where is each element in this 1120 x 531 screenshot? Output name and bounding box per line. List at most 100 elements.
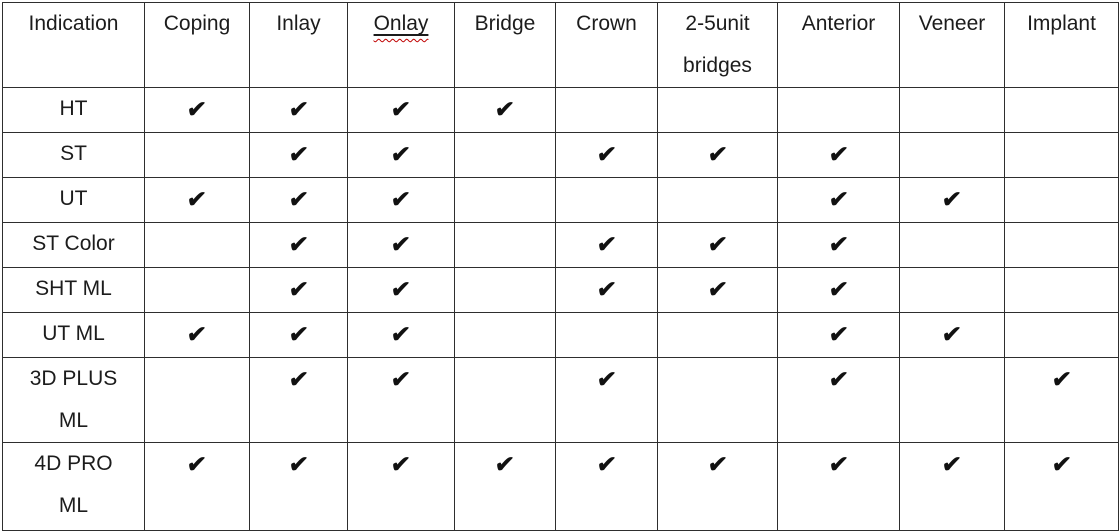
check-cell: ✔ xyxy=(777,442,900,531)
check-icon: ✔ xyxy=(940,186,964,212)
check-icon: ✔ xyxy=(389,96,413,122)
check-icon: ✔ xyxy=(389,366,413,392)
check-icon: ✔ xyxy=(185,321,209,347)
table-row-ut: UT ✔ ✔ ✔ ✔ ✔ xyxy=(2,177,1119,223)
check-cell: ✔ xyxy=(249,87,348,133)
check-icon: ✔ xyxy=(827,186,850,212)
empty-cell xyxy=(454,267,556,313)
check-cell: ✔ xyxy=(144,87,250,133)
check-icon: ✔ xyxy=(287,451,310,477)
column-header-label: Coping xyxy=(163,12,231,35)
empty-cell xyxy=(1004,312,1119,358)
check-cell: ✔ xyxy=(249,222,348,268)
check-cell: ✔ xyxy=(555,357,658,443)
check-cell: ✔ xyxy=(347,87,455,133)
empty-cell xyxy=(899,132,1005,178)
check-icon: ✔ xyxy=(940,321,964,347)
check-icon: ✔ xyxy=(595,141,618,167)
check-cell: ✔ xyxy=(657,132,778,178)
column-header-label: Veneer xyxy=(918,12,986,35)
check-icon: ✔ xyxy=(185,451,209,477)
empty-cell xyxy=(144,357,250,443)
empty-cell xyxy=(454,132,556,178)
check-icon: ✔ xyxy=(185,96,209,122)
empty-cell xyxy=(657,312,778,358)
check-icon: ✔ xyxy=(389,276,413,302)
empty-cell xyxy=(899,357,1005,443)
check-icon: ✔ xyxy=(706,231,729,257)
check-cell: ✔ xyxy=(555,442,658,531)
check-cell: ✔ xyxy=(347,312,455,358)
check-icon: ✔ xyxy=(287,186,310,212)
empty-cell xyxy=(777,87,900,133)
misspelled-word-underline: Onlay xyxy=(374,12,429,35)
column-header-indication: Indication xyxy=(2,2,145,88)
check-icon: ✔ xyxy=(287,96,310,122)
check-icon: ✔ xyxy=(389,231,413,257)
table-row-3d-plus-ml: 3D PLUS ML ✔ ✔ ✔ ✔ ✔ xyxy=(2,357,1119,443)
empty-cell xyxy=(1004,87,1119,133)
indication-cell: 4D PRO ML xyxy=(2,442,145,531)
table-row-ut-ml: UT ML ✔ ✔ ✔ ✔ ✔ xyxy=(2,312,1119,358)
empty-cell xyxy=(899,267,1005,313)
check-cell: ✔ xyxy=(249,357,348,443)
check-cell: ✔ xyxy=(777,132,900,178)
check-icon: ✔ xyxy=(595,451,618,477)
column-header-coping: Coping xyxy=(144,2,250,88)
check-cell: ✔ xyxy=(899,442,1005,531)
check-cell: ✔ xyxy=(347,267,455,313)
empty-cell xyxy=(454,177,556,223)
indication-cell: HT xyxy=(2,87,145,133)
check-icon: ✔ xyxy=(595,276,618,302)
check-icon: ✔ xyxy=(706,141,729,167)
column-header-inlay: Inlay xyxy=(249,2,348,88)
empty-cell xyxy=(555,177,658,223)
check-icon: ✔ xyxy=(287,276,310,302)
check-cell: ✔ xyxy=(1004,442,1119,531)
column-header-label: Anterior xyxy=(801,12,876,35)
empty-cell xyxy=(899,87,1005,133)
empty-cell xyxy=(1004,132,1119,178)
check-cell: ✔ xyxy=(555,267,658,313)
check-cell: ✔ xyxy=(777,267,900,313)
check-icon: ✔ xyxy=(493,451,517,477)
check-cell: ✔ xyxy=(777,312,900,358)
check-cell: ✔ xyxy=(657,267,778,313)
column-header-label: Onlay xyxy=(373,12,429,35)
check-icon: ✔ xyxy=(287,231,310,257)
empty-cell xyxy=(454,357,556,443)
empty-cell xyxy=(454,312,556,358)
check-icon: ✔ xyxy=(827,276,850,302)
indication-cell: 3D PLUS ML xyxy=(2,357,145,443)
check-icon: ✔ xyxy=(827,321,850,347)
check-cell: ✔ xyxy=(347,132,455,178)
table-row-ht: HT ✔ ✔ ✔ ✔ xyxy=(2,87,1119,133)
check-cell: ✔ xyxy=(249,132,348,178)
empty-cell xyxy=(657,357,778,443)
table-body: HT ✔ ✔ ✔ ✔ ST ✔ ✔ ✔ ✔ ✔ UT ✔ ✔ ✔ ✔ ✔ ST Color ✔ ✔ ✔ ✔ ✔ SHT ML ✔… xyxy=(2,87,1119,531)
check-cell: ✔ xyxy=(899,312,1005,358)
empty-cell xyxy=(1004,267,1119,313)
check-icon: ✔ xyxy=(827,141,850,167)
check-cell: ✔ xyxy=(249,267,348,313)
check-icon: ✔ xyxy=(493,96,517,122)
header-row: Indication Coping Inlay Onlay Bridge Crown 2-5… xyxy=(2,2,1119,88)
check-icon: ✔ xyxy=(827,451,850,477)
check-cell: ✔ xyxy=(555,132,658,178)
check-cell: ✔ xyxy=(347,442,455,531)
check-cell: ✔ xyxy=(657,222,778,268)
column-header-implant: Implant xyxy=(1004,2,1119,88)
check-icon: ✔ xyxy=(389,451,413,477)
check-cell: ✔ xyxy=(347,357,455,443)
table-row-4d-pro-ml: 4D PRO ML ✔ ✔ ✔ ✔ ✔ ✔ ✔ ✔ ✔ xyxy=(2,442,1119,531)
empty-cell xyxy=(1004,222,1119,268)
check-icon: ✔ xyxy=(827,231,850,257)
empty-cell xyxy=(144,132,250,178)
column-header-bridge: Bridge xyxy=(454,2,556,88)
column-header-veneer: Veneer xyxy=(899,2,1005,88)
check-cell: ✔ xyxy=(454,87,556,133)
check-cell: ✔ xyxy=(1004,357,1119,443)
empty-cell xyxy=(555,87,658,133)
table-row-st: ST ✔ ✔ ✔ ✔ ✔ xyxy=(2,132,1119,178)
empty-cell xyxy=(454,222,556,268)
